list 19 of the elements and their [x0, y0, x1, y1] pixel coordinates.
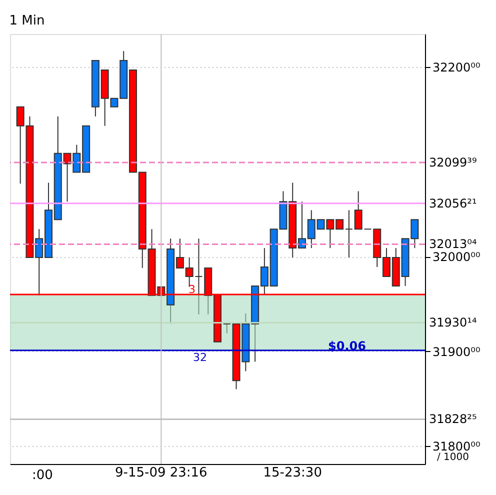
chart-title: 1 Min — [9, 14, 45, 28]
y-tick-label: 31900⁰⁰ — [432, 344, 480, 359]
y-tick-label: 32000⁰⁰ — [432, 250, 480, 264]
x-tick-label: 9-15-09 23:16 — [114, 466, 208, 480]
ref-line-label: 31930¹⁴ — [429, 316, 477, 330]
ref-line-label: 32013⁰⁴ — [429, 237, 477, 252]
annotation: $0.06 — [328, 339, 366, 353]
y-tick-label: 31800⁰⁰ — [432, 440, 480, 454]
candlestick — [222, 323, 231, 334]
ref-line-label: 32099³⁹ — [429, 155, 477, 170]
text: / 1000 — [437, 452, 469, 463]
ref-line-label: 31828²⁵ — [429, 412, 477, 426]
candlestick — [344, 210, 353, 258]
x-tick-label: 15-23:30 — [263, 466, 322, 480]
annotation: 32 — [193, 351, 207, 364]
ref-line-label: 32056²¹ — [429, 196, 477, 210]
text: :00 — [32, 468, 53, 483]
y-tick-label: 32200⁰⁰ — [432, 60, 480, 75]
annotation: 3 — [188, 283, 196, 296]
